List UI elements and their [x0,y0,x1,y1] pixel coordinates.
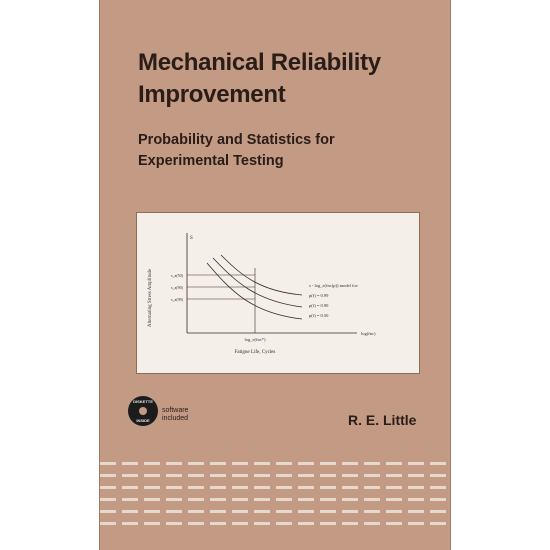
x-axis-title: Fatigue Life, Cycles [235,350,276,355]
author-name: R. E. Little [348,412,417,428]
book-subtitle: Probability and Statistics for Experimen… [138,130,438,172]
legend-item-2: p(f) = 0.90 [309,303,329,308]
y-level-label-3: s_a(99) [171,297,184,302]
legend-item-3: p(f) = 0.50 [309,313,329,318]
software-line-1: software [162,407,189,414]
cover-figure: S log(fnc) Alternating Stress Amplitude … [136,212,420,374]
stripe [100,510,450,513]
software-note: software included [162,407,188,423]
legend-heading: s - log_e(fnc(p)) model for: [309,283,358,288]
stripe [100,486,450,489]
title-line-1: Mechanical Reliability [138,49,381,76]
curve-p099 [206,262,303,320]
diskette-icon: DISKETTE INSIDE [128,396,158,426]
stripe [100,522,450,525]
book-cover: Mechanical Reliability Improvement Proba… [99,0,451,550]
disc-hole [139,407,147,415]
curve-p090 [212,257,303,308]
legend-item-1: p(f) = 0.99 [309,293,329,298]
x-tick-label: log_e(fnc*) [245,337,266,342]
stripe [100,462,450,465]
y-axis-title: Alternating Stress Amplitude [148,268,153,327]
disc-top-label: DISKETTE [133,399,153,404]
book-title: Mechanical Reliability Improvement [138,47,438,111]
disc-bottom-label: INSIDE [136,418,150,423]
sn-curve-diagram: S log(fnc) Alternating Stress Amplitude … [148,233,376,355]
software-line-2: included [162,415,189,422]
y-level-label-1: s_a(50) [171,273,184,278]
subtitle-line-1: Probability and Statistics for [138,132,335,148]
subtitle-line-2: Experimental Testing [138,153,284,169]
stripe [100,498,450,501]
stripe [100,474,450,477]
y-level-label-2: s_a(90) [171,285,184,290]
decorative-stripes [100,462,450,534]
y-axis-symbol: S [190,236,193,241]
x-axis-label: log(fnc) [361,331,376,336]
title-line-2: Improvement [138,81,286,108]
curve-p050 [220,254,303,296]
